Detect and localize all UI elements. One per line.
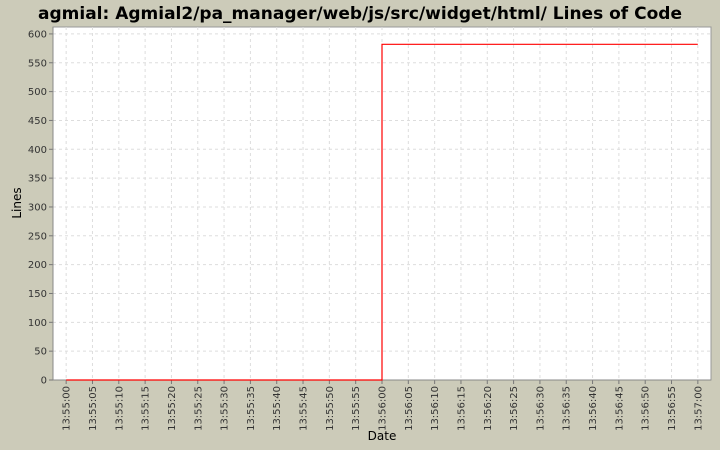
y-tick-label: 100 xyxy=(28,318,47,329)
x-tick-label: 13:55:15 xyxy=(141,386,152,431)
x-tick-label: 13:55:10 xyxy=(114,386,125,431)
y-tick-label: 250 xyxy=(28,231,47,242)
x-tick-label: 13:56:45 xyxy=(614,386,625,431)
y-tick-label: 350 xyxy=(28,174,47,185)
y-tick-label: 400 xyxy=(28,145,47,156)
x-tick-label: 13:55:35 xyxy=(246,386,257,431)
x-axis: 13:55:00 13:55:05 13:55:10 13:55:15 13:55:20… xyxy=(53,379,711,431)
chart-title: agmial: Agmial2/pa_manager/web/js/src/wi… xyxy=(38,4,682,24)
y-tick-label: 450 xyxy=(28,116,47,127)
x-tick-label: 13:56:20 xyxy=(483,386,494,431)
x-tick-label: 13:56:00 xyxy=(378,386,389,431)
y-axis: 0 50 100 150 200 250 300 350 400 450 500 550 600 xyxy=(28,27,54,387)
x-tick-label: 13:56:15 xyxy=(456,386,467,431)
y-tick-label: 0 xyxy=(41,376,47,387)
y-tick-label: 200 xyxy=(28,260,47,271)
x-tick-label: 13:57:00 xyxy=(693,386,704,431)
x-tick-label: 13:55:25 xyxy=(193,386,204,431)
y-tick-label: 500 xyxy=(28,87,47,98)
y-axis-label: Lines xyxy=(10,187,24,218)
y-tick-label: 50 xyxy=(34,347,47,358)
x-tick-label: 13:55:05 xyxy=(88,386,99,431)
x-axis-label: Date xyxy=(368,429,397,443)
x-tick-label: 13:56:50 xyxy=(641,386,652,431)
series-line xyxy=(66,43,698,381)
x-tick-label: 13:56:35 xyxy=(562,386,573,431)
x-tick-label: 13:55:40 xyxy=(272,386,283,431)
x-tick-label: 13:55:50 xyxy=(325,386,336,431)
x-tick-label: 13:55:00 xyxy=(62,386,73,431)
x-tick-label: 13:55:20 xyxy=(167,386,178,431)
x-tick-label: 13:56:55 xyxy=(667,386,678,431)
series xyxy=(66,43,698,381)
x-tick-label: 13:55:30 xyxy=(220,386,231,431)
x-tick-label: 13:55:45 xyxy=(299,386,310,431)
x-tick-label: 13:56:05 xyxy=(404,386,415,431)
x-tick-label: 13:56:40 xyxy=(588,386,599,431)
y-tick-label: 300 xyxy=(28,202,47,213)
x-tick-label: 13:56:10 xyxy=(430,386,441,431)
y-tick-label: 150 xyxy=(28,289,47,300)
grid xyxy=(53,27,711,380)
x-tick-label: 13:56:25 xyxy=(509,386,520,431)
y-tick-label: 550 xyxy=(28,58,47,69)
x-tick-label: 13:55:55 xyxy=(351,386,362,431)
x-tick-label: 13:56:30 xyxy=(535,386,546,431)
y-tick-label: 600 xyxy=(28,29,47,40)
